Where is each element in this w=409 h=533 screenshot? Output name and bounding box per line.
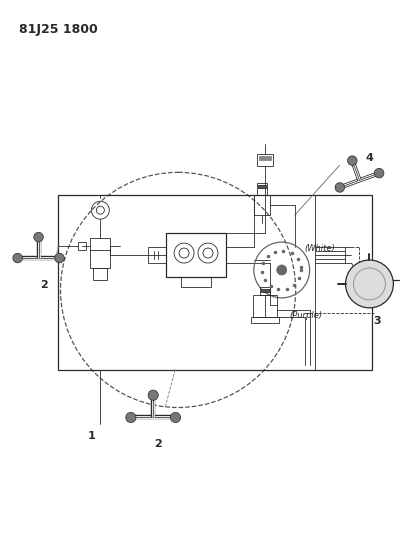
Text: 1: 1 xyxy=(88,431,95,441)
Text: 4: 4 xyxy=(366,154,373,163)
Text: 2: 2 xyxy=(154,439,162,449)
Bar xyxy=(257,183,267,195)
Text: 81J25 1800: 81J25 1800 xyxy=(19,23,97,36)
Circle shape xyxy=(13,253,22,263)
Circle shape xyxy=(34,232,43,242)
Bar xyxy=(93,268,107,280)
Circle shape xyxy=(171,413,181,423)
Bar xyxy=(253,295,277,317)
Text: (White): (White) xyxy=(305,244,335,253)
Bar xyxy=(261,289,269,292)
Bar xyxy=(181,277,211,287)
Circle shape xyxy=(374,168,384,178)
Text: (Purple): (Purple) xyxy=(290,311,323,320)
Text: 3: 3 xyxy=(373,316,381,326)
Circle shape xyxy=(348,156,357,165)
Bar xyxy=(257,155,273,166)
Circle shape xyxy=(126,413,136,423)
Bar xyxy=(148,247,166,263)
Circle shape xyxy=(335,183,345,192)
Circle shape xyxy=(55,253,64,263)
Bar xyxy=(251,317,279,323)
Circle shape xyxy=(148,390,158,400)
Bar xyxy=(166,233,226,277)
Bar xyxy=(254,195,270,215)
Bar xyxy=(58,195,373,370)
Bar xyxy=(258,185,266,188)
Bar xyxy=(260,287,270,295)
Text: 2: 2 xyxy=(40,280,47,290)
Bar xyxy=(259,156,271,160)
Bar xyxy=(79,242,86,250)
Circle shape xyxy=(346,260,393,308)
Circle shape xyxy=(277,265,287,275)
Bar xyxy=(90,238,110,268)
